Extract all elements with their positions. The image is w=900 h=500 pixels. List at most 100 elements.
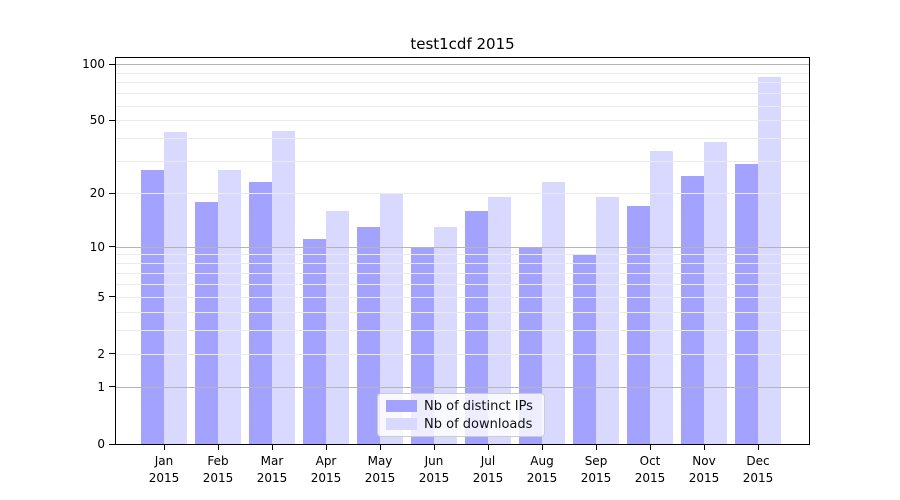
minor-gridline — [116, 161, 809, 163]
bar-distinct-ips — [465, 210, 488, 444]
x-tick-month: Oct — [639, 454, 661, 468]
bar-downloads — [488, 197, 511, 444]
minor-gridline — [116, 283, 809, 285]
x-tick-label: Mar 2015 — [244, 453, 300, 487]
x-tick-year: 2015 — [418, 471, 450, 485]
minor-gridline — [116, 193, 809, 195]
x-axis-tick — [487, 444, 489, 450]
y-axis-tick — [109, 63, 115, 65]
y-tick-label: 2 — [97, 346, 105, 361]
x-axis-tick — [541, 444, 543, 450]
minor-gridline — [116, 263, 809, 265]
minor-gridline — [116, 72, 809, 74]
bar-distinct-ips — [681, 175, 704, 444]
x-tick-month: Jan — [154, 454, 174, 468]
y-axis-tick — [109, 296, 115, 297]
x-tick-year: 2015 — [256, 471, 288, 485]
x-axis-tick — [757, 444, 759, 450]
x-axis-tick — [271, 444, 273, 450]
legend-label: Nb of downloads — [424, 416, 533, 432]
y-tick-label: 50 — [89, 113, 105, 128]
legend: Nb of distinct IPs Nb of downloads — [377, 393, 545, 437]
bar-distinct-ips — [573, 254, 596, 444]
x-tick-label: Apr 2015 — [298, 453, 354, 487]
gridlines-layer — [116, 58, 809, 444]
bar-distinct-ips — [195, 201, 218, 444]
minor-gridline — [116, 329, 809, 331]
chart-title: test1cdf 2015 — [410, 35, 515, 53]
x-axis-tick — [217, 444, 219, 450]
y-axis-tick — [109, 386, 115, 388]
y-axis-tick — [109, 443, 115, 445]
minor-gridline — [116, 272, 809, 274]
x-tick-month: Nov — [692, 454, 716, 468]
y-tick-label: 1 — [97, 379, 105, 394]
x-axis-tick — [163, 444, 165, 450]
y-tick-label: 20 — [89, 186, 105, 201]
x-tick-year: 2015 — [742, 471, 774, 485]
x-tick-year: 2015 — [364, 471, 396, 485]
x-tick-year: 2015 — [526, 471, 558, 485]
x-tick-label: Sep 2015 — [568, 453, 624, 487]
legend-swatch — [386, 400, 417, 412]
bar-distinct-ips — [303, 239, 326, 444]
bar-distinct-ips — [249, 182, 272, 444]
legend-label: Nb of distinct IPs — [424, 398, 533, 414]
bar-downloads — [704, 142, 727, 444]
x-tick-month: Jun — [424, 454, 444, 468]
bar-distinct-ips — [141, 169, 164, 444]
legend-swatch — [386, 418, 417, 430]
x-tick-label: Nov 2015 — [676, 453, 732, 487]
bars-layer — [116, 58, 809, 444]
x-tick-year: 2015 — [634, 471, 666, 485]
y-tick-label: 10 — [89, 239, 105, 254]
plot-area — [115, 57, 810, 445]
minor-gridline — [116, 353, 809, 355]
bar-downloads — [218, 169, 241, 444]
y-tick-label: 100 — [82, 57, 105, 71]
major-gridline — [116, 246, 809, 248]
x-axis-tick — [595, 444, 597, 450]
y-axis-tick — [109, 192, 115, 194]
bar-distinct-ips — [357, 226, 380, 444]
bar-downloads — [272, 130, 295, 444]
x-axis-tick — [325, 444, 327, 450]
minor-gridline — [116, 138, 809, 140]
x-tick-year: 2015 — [472, 471, 504, 485]
x-tick-month: Jul — [480, 454, 496, 468]
y-axis-tick — [109, 353, 115, 354]
x-axis-tick — [379, 444, 381, 450]
legend-item: Nb of downloads — [386, 417, 536, 432]
y-tick-label: 5 — [97, 289, 105, 304]
x-tick-label: Oct 2015 — [622, 453, 678, 487]
x-tick-year: 2015 — [202, 471, 234, 485]
x-tick-month: Feb — [207, 454, 229, 468]
bar-downloads — [380, 193, 403, 444]
minor-gridline — [116, 311, 809, 313]
major-gridline — [116, 64, 809, 65]
bar-downloads — [326, 210, 349, 444]
bar-downloads — [596, 197, 619, 444]
x-tick-month: Mar — [260, 454, 284, 468]
bar-distinct-ips — [627, 206, 650, 444]
x-tick-label: Jun 2015 — [406, 453, 462, 487]
x-tick-label: Aug 2015 — [514, 453, 570, 487]
bar-downloads — [434, 226, 457, 444]
minor-gridline — [116, 120, 809, 122]
x-tick-year: 2015 — [688, 471, 720, 485]
x-tick-month: Apr — [315, 454, 337, 468]
x-tick-month: Sep — [584, 454, 608, 468]
x-tick-label: Dec 2015 — [730, 453, 786, 487]
x-tick-label: Feb 2015 — [190, 453, 246, 487]
x-axis-tick — [649, 444, 651, 450]
minor-gridline — [116, 296, 809, 298]
x-tick-month: May — [367, 454, 393, 468]
x-tick-label: Jan 2015 — [136, 453, 192, 487]
x-tick-year: 2015 — [148, 471, 180, 485]
y-axis-tick — [109, 246, 115, 248]
minor-gridline — [116, 82, 809, 84]
x-tick-year: 2015 — [310, 471, 342, 485]
legend-item: Nb of distinct IPs — [386, 399, 536, 414]
minor-gridline — [116, 93, 809, 94]
